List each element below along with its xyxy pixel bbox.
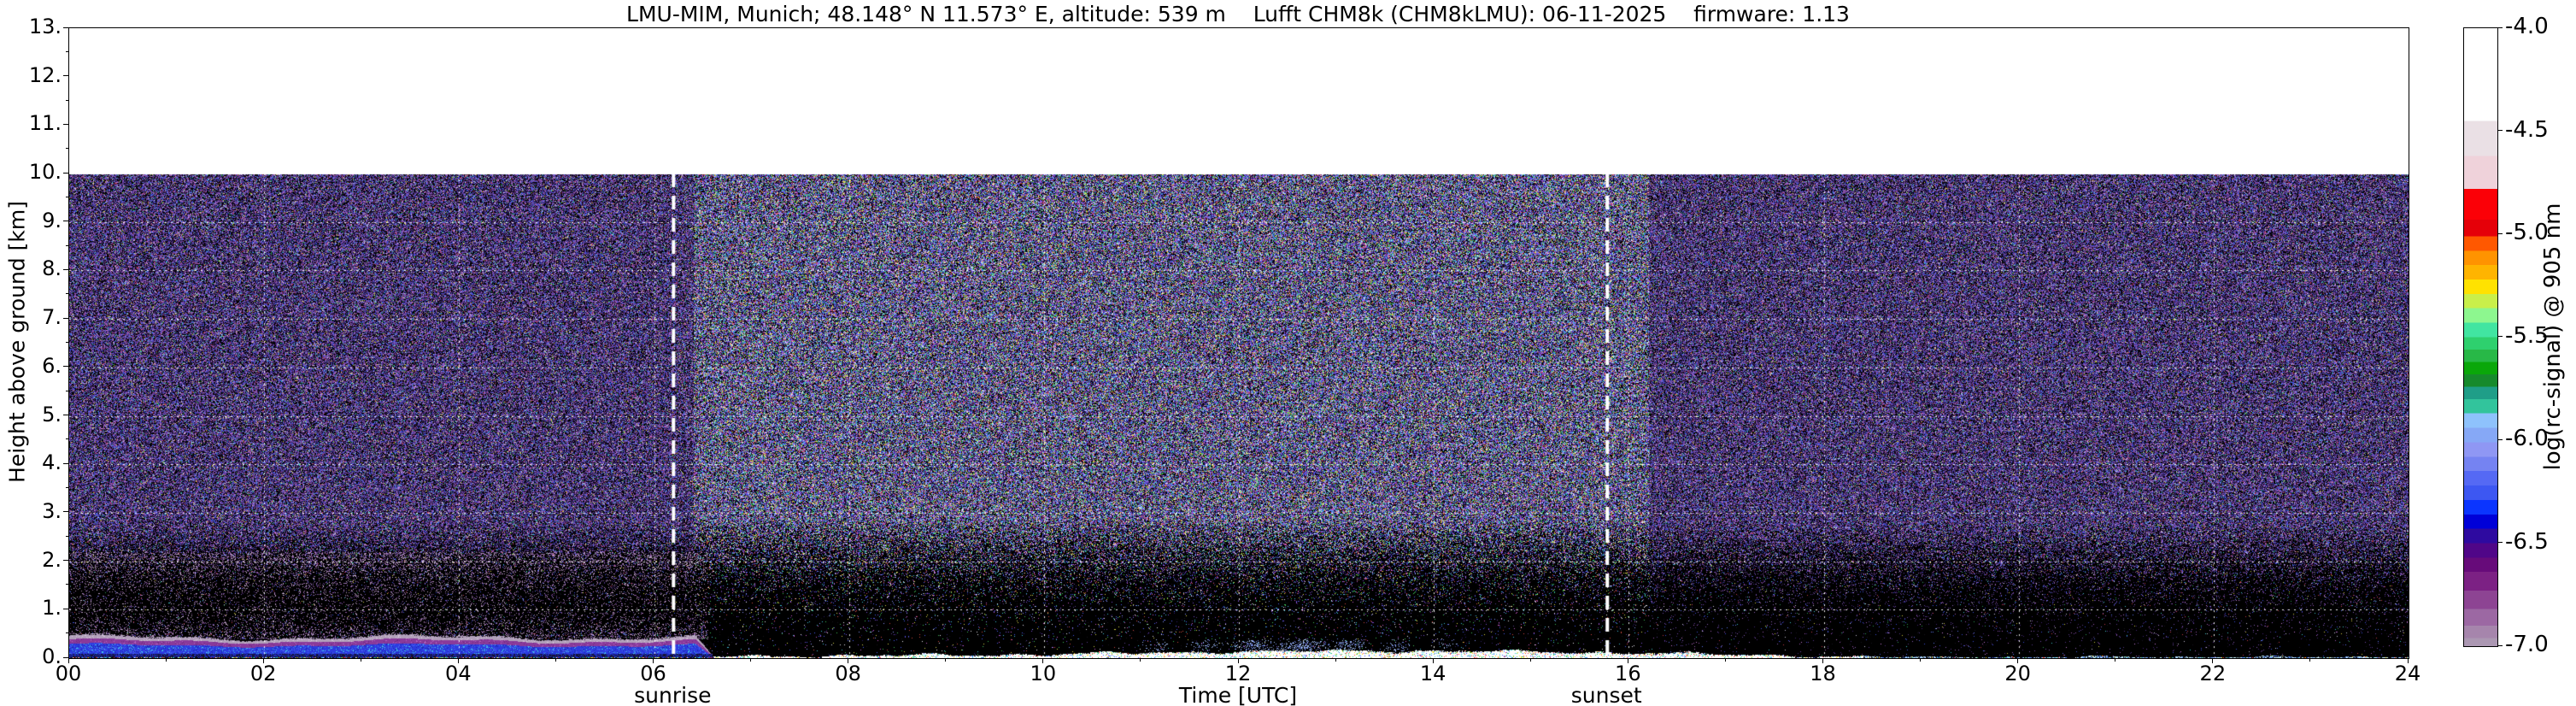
x-minor-tick [750,658,752,662]
colorbar-tick--5.5 [2498,336,2503,337]
y-axis-label: Height above ground [km] [4,201,30,483]
y-major-tick-11 [63,123,68,125]
y-minor-tick [66,50,68,52]
x-tick-label-06: 06 [640,662,666,685]
y-major-tick-12 [63,75,68,77]
x-tick-label-16: 16 [1615,662,1641,685]
x-major-tick-00 [67,658,69,663]
colorbar-tick-label--6.0: -6.0 [2505,426,2549,451]
y-major-tick-6 [63,366,68,368]
y-tick-label-1: 1. [42,596,62,621]
colorbar-tick-label--4.5: -4.5 [2505,116,2549,143]
y-tick-label-2: 2. [42,547,62,572]
y-tick-label-13: 13. [28,15,62,38]
x-tick-label-24: 24 [2394,662,2421,685]
x-tick-label-12: 12 [1224,662,1252,685]
y-tick-label-4: 4. [42,450,62,475]
colorbar-tick-label--7.0: -7.0 [2505,632,2549,657]
x-major-tick-12 [1237,658,1239,663]
heatmap-canvas [69,28,2409,658]
plot-area [68,27,2409,659]
x-major-tick-22 [2212,658,2214,663]
colorbar-tick-label--5.5: -5.5 [2505,322,2549,349]
x-axis-label: Time [UTC] [1178,683,1298,706]
x-minor-tick [1140,658,1141,662]
y-tick-label-10: 10. [28,160,62,185]
y-major-tick-4 [63,462,68,464]
x-tick-label-00: 00 [55,662,82,685]
chart-title: LMU-MIM, Munich; 48.148° N 11.573° E, al… [626,2,1850,26]
x-minor-tick [1529,658,1531,662]
y-minor-tick [66,99,68,101]
x-tick-label-20: 20 [2004,662,2031,685]
x-minor-tick [1724,658,1726,662]
x-tick-label-18: 18 [1810,662,1836,685]
x-major-tick-24 [2407,658,2409,663]
y-minor-tick [66,244,68,246]
y-tick-label-9: 9. [42,208,62,232]
sunset-caption: sunset [1570,683,1642,706]
y-tick-label-12: 12. [28,62,62,87]
x-tick-label-08: 08 [835,662,861,685]
colorbar-tick--4.5 [2498,130,2503,131]
y-minor-tick [66,293,68,295]
y-major-tick-13 [63,26,68,28]
x-tick-label-02: 02 [249,662,277,685]
y-tick-label-7: 7. [42,305,62,330]
colorbar-tick--4.0 [2498,26,2503,28]
x-tick-label-10: 10 [1030,662,1057,685]
y-tick-label-3: 3. [42,498,62,523]
y-major-tick-7 [63,317,68,319]
x-major-tick-10 [1042,658,1044,663]
x-minor-tick [555,658,556,662]
y-major-tick-2 [63,560,68,562]
y-major-tick-8 [63,268,68,270]
y-minor-tick [66,438,68,440]
colorbar-tick-label--6.5: -6.5 [2505,528,2549,555]
x-minor-tick [1920,658,1922,662]
x-major-tick-06 [653,658,654,663]
y-minor-tick [66,632,68,634]
x-major-tick-14 [1432,658,1434,663]
y-minor-tick [66,487,68,489]
x-minor-tick [1335,658,1336,662]
x-tick-label-04: 04 [445,662,472,685]
colorbar-tick--5.0 [2498,232,2503,234]
y-minor-tick [66,342,68,343]
x-minor-tick [2309,658,2311,662]
x-major-tick-18 [1822,658,1823,663]
colorbar-tick-label--5.0: -5.0 [2505,220,2549,245]
y-major-tick-3 [63,511,68,513]
y-minor-tick [66,148,68,150]
y-major-tick-0 [63,656,68,658]
y-tick-label-8: 8. [42,256,62,281]
x-major-tick-02 [262,658,264,663]
y-tick-label-0: 0. [42,644,62,668]
x-major-tick-04 [457,658,459,663]
y-minor-tick [66,584,68,585]
x-tick-label-22: 22 [2199,662,2227,685]
y-tick-label-6: 6. [42,353,62,378]
y-major-tick-10 [63,172,68,174]
colorbar-tick-label--4.0: -4.0 [2505,14,2549,39]
y-minor-tick [66,535,68,537]
x-tick-label-14: 14 [1419,662,1446,685]
colorbar [2463,27,2498,647]
colorbar-tick--6.0 [2498,438,2503,440]
colorbar-tick--7.0 [2498,644,2503,646]
y-tick-label-11: 11. [28,111,62,136]
sunrise-caption: sunrise [634,683,712,706]
x-major-tick-20 [2017,658,2019,663]
x-minor-tick [165,658,167,662]
colorbar-tick--6.5 [2498,542,2503,543]
y-tick-label-5: 5. [42,402,62,427]
x-minor-tick [945,658,947,662]
